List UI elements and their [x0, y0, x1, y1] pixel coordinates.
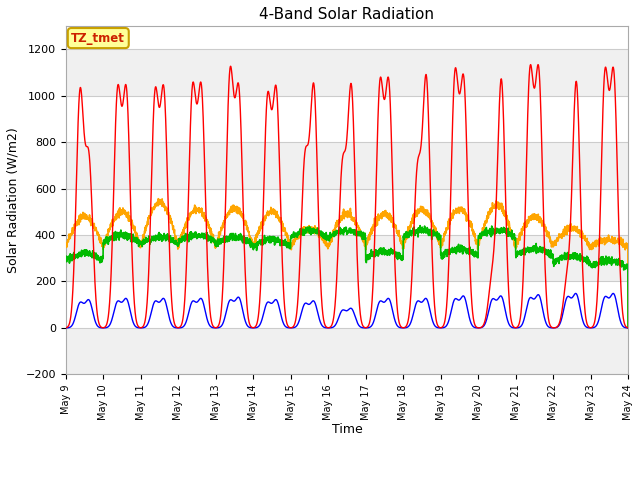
- Title: 4-Band Solar Radiation: 4-Band Solar Radiation: [259, 7, 435, 22]
- X-axis label: Time: Time: [332, 423, 362, 436]
- Y-axis label: Solar Radiation (W/m2): Solar Radiation (W/m2): [7, 127, 20, 273]
- Bar: [66, 235, 628, 281]
- Bar: [66, 49, 628, 96]
- Bar: [66, 142, 628, 189]
- Text: TZ_tmet: TZ_tmet: [71, 32, 125, 45]
- Bar: [66, 328, 628, 374]
